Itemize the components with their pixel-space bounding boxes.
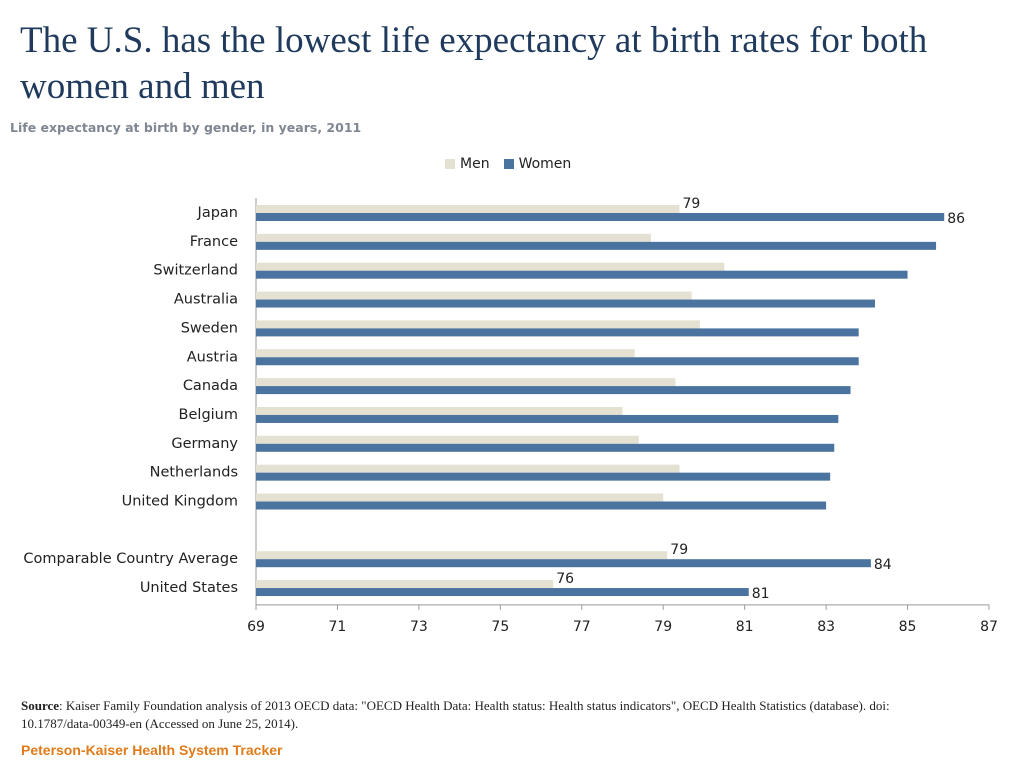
category-label: United Kingdom xyxy=(122,494,238,510)
x-tick-label: 79 xyxy=(654,619,672,635)
bar-women xyxy=(256,588,749,597)
source-text: : Kaiser Family Foundation analysis of 2… xyxy=(21,698,890,731)
bar-women xyxy=(256,357,859,366)
x-tick-label: 71 xyxy=(329,619,347,635)
bar-women xyxy=(256,414,839,423)
brand-footer: Peterson-Kaiser Health System Tracker xyxy=(21,742,283,758)
category-label: United States xyxy=(140,580,238,596)
legend-swatch-women xyxy=(503,159,514,169)
data-label-men: 79 xyxy=(683,196,701,212)
chart-subtitle: Life expectancy at birth by gender, in y… xyxy=(10,120,362,135)
category-label: Japan xyxy=(197,205,238,221)
bar-men xyxy=(256,262,725,271)
page-title: The U.S. has the lowest life expectancy … xyxy=(20,20,928,107)
bar-women xyxy=(256,328,859,337)
x-tick-label: 75 xyxy=(491,619,509,635)
category-label: Canada xyxy=(183,378,238,394)
bar-men xyxy=(256,493,664,502)
data-label-men: 76 xyxy=(556,571,574,587)
category-label: Netherlands xyxy=(150,465,238,481)
category-label: Sweden xyxy=(181,320,238,336)
x-tick-label: 87 xyxy=(980,619,998,635)
legend-label-men: Men xyxy=(460,156,490,172)
category-label: Austria xyxy=(187,349,238,365)
bar-women xyxy=(256,501,827,510)
category-label: Belgium xyxy=(179,407,238,423)
bar-men xyxy=(256,205,680,213)
data-label-men: 79 xyxy=(670,542,688,558)
data-label-women: 86 xyxy=(947,211,965,227)
x-tick-label: 69 xyxy=(247,619,265,635)
bar-women xyxy=(256,472,831,481)
legend-swatch-men xyxy=(445,159,455,169)
bar-women xyxy=(256,241,937,250)
bar-men xyxy=(256,320,700,329)
data-label-women: 84 xyxy=(874,557,892,573)
category-label: Comparable Country Average xyxy=(23,551,238,567)
bar-men xyxy=(256,580,554,589)
bar-women xyxy=(256,299,875,308)
data-label-women: 81 xyxy=(752,586,770,602)
x-tick-label: 83 xyxy=(817,619,835,635)
bar-women xyxy=(256,270,908,279)
source-label: Source xyxy=(21,698,60,713)
legend-label-women: Women xyxy=(518,156,572,172)
bar-men xyxy=(256,291,692,300)
category-label: Germany xyxy=(171,436,238,452)
bar-men xyxy=(256,378,676,387)
x-tick-label: 73 xyxy=(410,619,428,635)
bar-men xyxy=(256,435,639,444)
x-tick-label: 85 xyxy=(899,619,917,635)
legend-item-men: Men xyxy=(445,156,490,172)
category-label: France xyxy=(190,234,238,250)
category-label: Australia xyxy=(174,292,238,308)
x-tick-label: 81 xyxy=(736,619,754,635)
bar-women xyxy=(256,213,945,221)
x-tick-label: 77 xyxy=(573,619,591,635)
bar-women xyxy=(256,386,851,395)
bar-men xyxy=(256,233,652,242)
bar-women xyxy=(256,559,871,568)
bar-women xyxy=(256,443,835,452)
chart-legend: Men Women xyxy=(445,156,585,172)
bar-men xyxy=(256,406,623,415)
legend-item-women: Women xyxy=(503,156,572,172)
source-note: Source: Kaiser Family Foundation analysi… xyxy=(21,697,921,733)
bar-men xyxy=(256,464,680,473)
bar-men xyxy=(256,551,668,560)
category-label: Switzerland xyxy=(153,263,238,279)
bar-men xyxy=(256,349,635,358)
